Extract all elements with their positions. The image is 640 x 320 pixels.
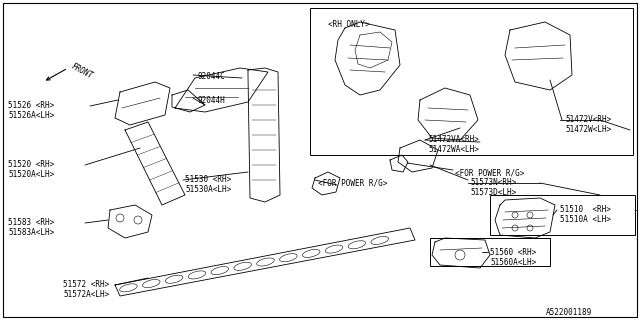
Text: <FOR POWER R/G>: <FOR POWER R/G> (455, 168, 524, 177)
Text: 51472V<RH>: 51472V<RH> (565, 115, 611, 124)
Text: 51472W<LH>: 51472W<LH> (565, 125, 611, 134)
Text: 51560 <RH>: 51560 <RH> (490, 248, 536, 257)
Text: 51560A<LH>: 51560A<LH> (490, 258, 536, 267)
Bar (430, 238, 550, 266)
Text: 51573N<RH>: 51573N<RH> (470, 178, 516, 187)
Text: 51583A<LH>: 51583A<LH> (8, 228, 54, 237)
Text: 51526 <RH>: 51526 <RH> (8, 101, 54, 110)
Text: 51583 <RH>: 51583 <RH> (8, 218, 54, 227)
Text: 51526A<LH>: 51526A<LH> (8, 111, 54, 120)
Text: 51530 <RH>: 51530 <RH> (185, 175, 231, 184)
Text: 51572 <RH>: 51572 <RH> (63, 280, 109, 289)
Text: 51572A<LH>: 51572A<LH> (63, 290, 109, 299)
Bar (310, 8, 633, 155)
Bar (490, 195, 635, 235)
Text: 51472VA<RH>: 51472VA<RH> (428, 135, 479, 144)
Text: 51520A<LH>: 51520A<LH> (8, 170, 54, 179)
Text: 92044C: 92044C (197, 72, 225, 81)
Text: 51520 <RH>: 51520 <RH> (8, 160, 54, 169)
Text: 51510A <LH>: 51510A <LH> (560, 215, 611, 224)
Text: 51472WA<LH>: 51472WA<LH> (428, 145, 479, 154)
Text: A522001189: A522001189 (546, 308, 592, 317)
Text: FRONT: FRONT (70, 62, 95, 81)
Text: 51530A<LH>: 51530A<LH> (185, 185, 231, 194)
Text: <RH ONLY>: <RH ONLY> (328, 20, 370, 29)
Text: 92044H: 92044H (197, 96, 225, 105)
Text: <FOR POWER R/G>: <FOR POWER R/G> (318, 178, 387, 187)
Text: 51573D<LH>: 51573D<LH> (470, 188, 516, 197)
Text: 51510  <RH>: 51510 <RH> (560, 205, 611, 214)
